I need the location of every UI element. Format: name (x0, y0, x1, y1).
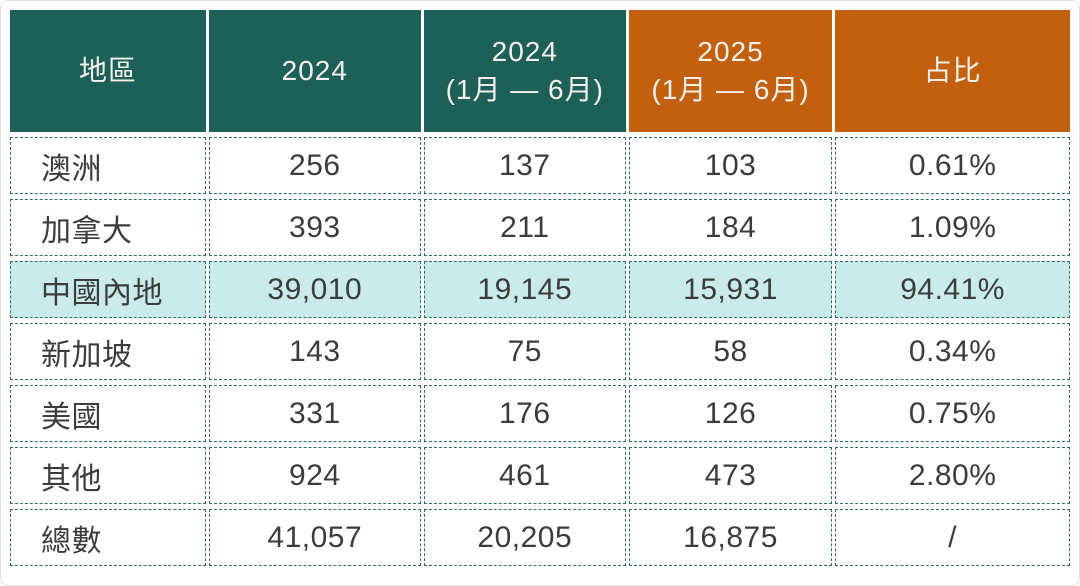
column-header-2025-h1-label: 2025 (1月 — 6月) (651, 36, 810, 105)
cell-share: 94.41% (835, 261, 1070, 318)
cell-2024-full: 143 (208, 323, 421, 380)
column-header-region: 地區 (10, 10, 206, 132)
cell-share: 0.61% (835, 137, 1070, 194)
cell-2024-h1: 176 (423, 385, 626, 442)
cell-region: 美國 (10, 385, 206, 442)
table-header: 地區 2024 2024 (1月 — 6月) 2025 (1月 — 6月) 占比 (10, 10, 1070, 132)
cell-region: 新加坡 (10, 323, 206, 380)
column-header-2024-h1: 2024 (1月 — 6月) (423, 10, 626, 132)
column-header-2024-full: 2024 (208, 10, 421, 132)
cell-2024-full: 924 (208, 447, 421, 504)
region-stats-table: 地區 2024 2024 (1月 — 6月) 2025 (1月 — 6月) 占比… (7, 5, 1073, 571)
cell-2025-h1: 184 (628, 199, 833, 256)
cell-2024-h1: 20,205 (423, 509, 626, 566)
table-row-total: 總數 41,057 20,205 16,875 / (10, 509, 1070, 566)
column-header-2024-full-label: 2024 (281, 55, 348, 87)
cell-2024-full: 331 (208, 385, 421, 442)
cell-2024-full: 41,057 (208, 509, 421, 566)
table-body: 澳洲 256 137 103 0.61% 加拿大 393 211 184 1.0… (10, 137, 1070, 566)
table-row-australia: 澳洲 256 137 103 0.61% (10, 137, 1070, 194)
cell-share: 2.80% (835, 447, 1070, 504)
cell-2024-h1: 211 (423, 199, 626, 256)
cell-2025-h1: 103 (628, 137, 833, 194)
cell-2025-h1: 58 (628, 323, 833, 380)
cell-2024-h1: 19,145 (423, 261, 626, 318)
cell-2024-h1: 75 (423, 323, 626, 380)
table-row-singapore: 新加坡 143 75 58 0.34% (10, 323, 1070, 380)
cell-region: 總數 (10, 509, 206, 566)
cell-2025-h1: 126 (628, 385, 833, 442)
cell-2024-full: 393 (208, 199, 421, 256)
cell-2025-h1: 473 (628, 447, 833, 504)
cell-share: 0.34% (835, 323, 1070, 380)
table-row-usa: 美國 331 176 126 0.75% (10, 385, 1070, 442)
column-header-share: 占比 (835, 10, 1070, 132)
cell-2025-h1: 16,875 (628, 509, 833, 566)
column-header-2024-h1-label: 2024 (1月 — 6月) (445, 36, 604, 105)
column-header-region-label: 地區 (78, 55, 137, 87)
column-header-2025-h1: 2025 (1月 — 6月) (628, 10, 833, 132)
cell-region: 中國內地 (10, 261, 206, 318)
cell-2025-h1: 15,931 (628, 261, 833, 318)
cell-region: 其他 (10, 447, 206, 504)
cell-region: 澳洲 (10, 137, 206, 194)
cell-region: 加拿大 (10, 199, 206, 256)
cell-2024-full: 256 (208, 137, 421, 194)
cell-share: 1.09% (835, 199, 1070, 256)
table-row-mainland-china: 中國內地 39,010 19,145 15,931 94.41% (10, 261, 1070, 318)
table-row-others: 其他 924 461 473 2.80% (10, 447, 1070, 504)
column-header-share-label: 占比 (923, 55, 982, 87)
header-row: 地區 2024 2024 (1月 — 6月) 2025 (1月 — 6月) 占比 (10, 10, 1070, 132)
cell-share: 0.75% (835, 385, 1070, 442)
cell-2024-h1: 137 (423, 137, 626, 194)
cell-2024-full: 39,010 (208, 261, 421, 318)
table-row-canada: 加拿大 393 211 184 1.09% (10, 199, 1070, 256)
cell-2024-h1: 461 (423, 447, 626, 504)
cell-share: / (835, 509, 1070, 566)
